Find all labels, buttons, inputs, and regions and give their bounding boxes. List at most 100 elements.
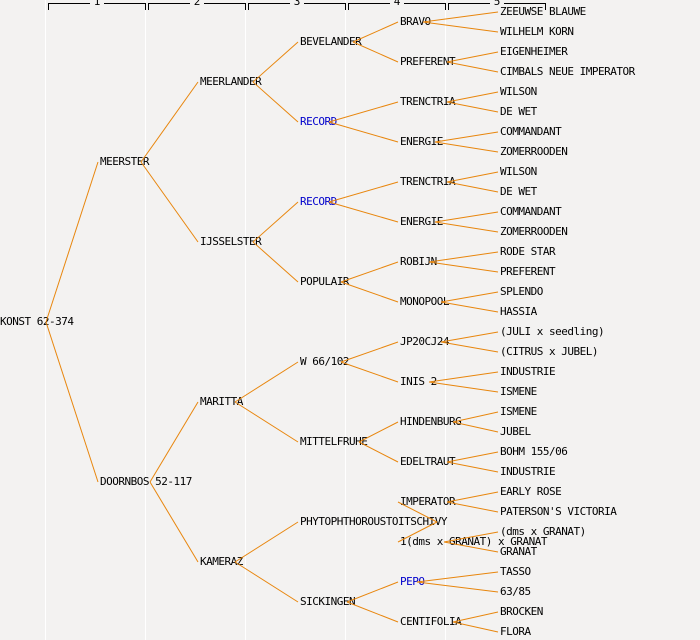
tree-node-early-rose[interactable]: EARLY ROSE bbox=[500, 485, 562, 498]
tree-node-cimbals-neue-imperator[interactable]: CIMBALS NEUE IMPERATOR bbox=[500, 65, 635, 78]
generation-bracket-2: 2 bbox=[148, 0, 246, 10]
tree-node-zomerrooden[interactable]: ZOMERROODEN bbox=[500, 225, 568, 238]
tree-node-maritta[interactable]: MARITTA bbox=[200, 395, 243, 408]
edge-meerster-to-meerlander bbox=[140, 81, 199, 163]
edge-konst-62-374-to-doornbos-52-117 bbox=[45, 321, 99, 483]
tree-node-energie[interactable]: ENERGIE bbox=[400, 135, 443, 148]
tree-node-63-85[interactable]: 63/85 bbox=[500, 585, 531, 598]
tree-node-preferent[interactable]: PREFERENT bbox=[400, 55, 456, 68]
tree-node-populair[interactable]: POPULAIR bbox=[300, 275, 349, 288]
tree-node-robijn[interactable]: ROBIJN bbox=[400, 255, 437, 268]
tree-node-record[interactable]: RECORD bbox=[300, 195, 337, 208]
tree-node-wilson[interactable]: WILSON bbox=[500, 165, 537, 178]
tree-node-centifolia[interactable]: CENTIFOLIA bbox=[400, 615, 462, 628]
tree-node-wilson[interactable]: WILSON bbox=[500, 85, 537, 98]
tree-node-trenctria[interactable]: TRENCTRIA bbox=[400, 175, 456, 188]
edge-populair-to-monopool bbox=[340, 281, 399, 303]
edge-jp20cj24-to-juli-x-seedling bbox=[440, 331, 499, 343]
tree-node-konst-62-374[interactable]: KONST 62-374 bbox=[0, 315, 74, 328]
tree-node-bravo[interactable]: BRAVO bbox=[400, 15, 431, 28]
edge-inis-2-to-industrie bbox=[428, 371, 499, 383]
generation-number: 5 bbox=[489, 0, 505, 10]
tree-node-phytophthoroustoitschivy[interactable]: PHYTOPHTHOROUSTOITSCHIVY bbox=[300, 515, 447, 528]
tree-node-eigenheimer[interactable]: EIGENHEIMER bbox=[500, 45, 568, 58]
tree-node-monopool[interactable]: MONOPOOL bbox=[400, 295, 449, 308]
edge-w-66-102-to-jp20cj24 bbox=[340, 341, 399, 363]
edge-populair-to-robijn bbox=[340, 261, 399, 283]
tree-node-jubel[interactable]: JUBEL bbox=[500, 425, 531, 438]
edge-monopool-to-hassia bbox=[440, 301, 499, 313]
tree-node-flora[interactable]: FLORA bbox=[500, 625, 531, 638]
edge-doornbos-52-117-to-maritta bbox=[149, 401, 199, 483]
generation-bracket-1: 1 bbox=[48, 0, 146, 10]
tree-node-energie[interactable]: ENERGIE bbox=[400, 215, 443, 228]
edge-monopool-to-splendo bbox=[440, 291, 499, 303]
edge-bravo-to-wilhelm-korn bbox=[422, 21, 499, 33]
tree-node-zeeuwse-blauwe[interactable]: ZEEUWSE BLAUWE bbox=[500, 5, 586, 18]
tree-node-de-wet[interactable]: DE WET bbox=[500, 105, 537, 118]
edge-record-to-trenctria bbox=[328, 101, 399, 123]
tree-node-inis-2[interactable]: INIS 2 bbox=[400, 375, 437, 388]
tree-node-imperator[interactable]: IMPERATOR bbox=[400, 495, 456, 508]
tree-node-wilhelm-korn[interactable]: WILHELM KORN bbox=[500, 25, 574, 38]
tree-node-ijsselster[interactable]: IJSSELSTER bbox=[200, 235, 262, 248]
tree-node-juli-x-seedling[interactable]: (JULI x seedling) bbox=[500, 325, 605, 338]
edge-jp20cj24-to-citrus-x-jubel bbox=[440, 341, 499, 353]
edge-pepo-to-63-85 bbox=[416, 581, 499, 593]
edge-inis-2-to-ismene bbox=[428, 381, 499, 393]
tree-node-bevelander[interactable]: BEVELANDER bbox=[300, 35, 362, 48]
generation-number: 4 bbox=[389, 0, 405, 10]
edge-w-66-102-to-inis-2 bbox=[340, 361, 399, 383]
edge-meerster-to-ijsselster bbox=[140, 161, 199, 243]
edge-robijn-to-preferent bbox=[428, 261, 499, 273]
tree-node-de-wet[interactable]: DE WET bbox=[500, 185, 537, 198]
tree-node-meerlander[interactable]: MEERLANDER bbox=[200, 75, 262, 88]
tree-node-splendo[interactable]: SPLENDO bbox=[500, 285, 543, 298]
tree-node-zomerrooden[interactable]: ZOMERROODEN bbox=[500, 145, 568, 158]
tree-node-mittelfruhe[interactable]: MITTELFRUHE bbox=[300, 435, 368, 448]
edge-record-to-energie bbox=[328, 121, 399, 143]
tree-node-meerster[interactable]: MEERSTER bbox=[100, 155, 149, 168]
tree-node-pepo[interactable]: PEPO bbox=[400, 575, 425, 588]
tree-node-ismene[interactable]: ISMENE bbox=[500, 385, 537, 398]
tree-node-kameraz[interactable]: KAMERAZ bbox=[200, 555, 243, 568]
tree-node-hassia[interactable]: HASSIA bbox=[500, 305, 537, 318]
tree-node-granat[interactable]: GRANAT bbox=[500, 545, 537, 558]
tree-node-doornbos-52-117[interactable]: DOORNBOS 52-117 bbox=[100, 475, 192, 488]
column-separator bbox=[345, 0, 346, 640]
edge-record-to-trenctria bbox=[328, 181, 399, 203]
tree-node-edeltraut[interactable]: EDELTRAUT bbox=[400, 455, 456, 468]
column-separator bbox=[145, 0, 146, 640]
tree-node-w-66-102[interactable]: W 66/102 bbox=[300, 355, 349, 368]
tree-node-rode-star[interactable]: RODE STAR bbox=[500, 245, 556, 258]
column-separator bbox=[445, 0, 446, 640]
generation-bracket-5: 5 bbox=[448, 0, 546, 10]
tree-node-tasso[interactable]: TASSO bbox=[500, 565, 531, 578]
tree-node-jp20cj24[interactable]: JP20CJ24 bbox=[400, 335, 449, 348]
tree-node-trenctria[interactable]: TRENCTRIA bbox=[400, 95, 456, 108]
tree-node-industrie[interactable]: INDUSTRIE bbox=[500, 365, 556, 378]
tree-node-citrus-x-jubel[interactable]: (CITRUS x JUBEL) bbox=[500, 345, 598, 358]
generation-number: 2 bbox=[189, 0, 205, 10]
tree-node-sickingen[interactable]: SICKINGEN bbox=[300, 595, 356, 608]
tree-node-preferent[interactable]: PREFERENT bbox=[500, 265, 556, 278]
tree-node-hindenburg[interactable]: HINDENBURG bbox=[400, 415, 462, 428]
tree-node-commandant[interactable]: COMMANDANT bbox=[500, 125, 562, 138]
tree-node-dms-x-granat[interactable]: (dms x GRANAT) bbox=[500, 525, 586, 538]
edge-robijn-to-rode-star bbox=[428, 251, 499, 263]
tree-node-bohm-155-06[interactable]: BOHM 155/06 bbox=[500, 445, 568, 458]
tree-node-brocken[interactable]: BROCKEN bbox=[500, 605, 543, 618]
generation-number: 1 bbox=[89, 0, 105, 10]
tree-node-paterson-s-victoria[interactable]: PATERSON'S VICTORIA bbox=[500, 505, 617, 518]
edge-pepo-to-tasso bbox=[416, 571, 499, 583]
tree-node-record[interactable]: RECORD bbox=[300, 115, 337, 128]
column-separator bbox=[245, 0, 246, 640]
edge-ijsselster-to-populair bbox=[252, 241, 299, 283]
edge-record-to-energie bbox=[328, 201, 399, 223]
tree-node-commandant[interactable]: COMMANDANT bbox=[500, 205, 562, 218]
tree-node-ismene[interactable]: ISMENE bbox=[500, 405, 537, 418]
generation-bracket-3: 3 bbox=[248, 0, 346, 10]
tree-node-industrie[interactable]: INDUSTRIE bbox=[500, 465, 556, 478]
